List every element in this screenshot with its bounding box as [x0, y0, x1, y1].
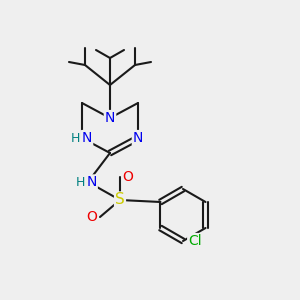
Text: N: N	[87, 175, 97, 189]
Text: N: N	[82, 131, 92, 145]
Text: N: N	[105, 111, 115, 125]
Text: Cl: Cl	[188, 234, 202, 248]
Text: O: O	[87, 210, 98, 224]
Text: H: H	[70, 131, 80, 145]
Text: N: N	[133, 131, 143, 145]
Text: S: S	[115, 193, 125, 208]
Text: O: O	[123, 170, 134, 184]
Text: H: H	[75, 176, 85, 188]
